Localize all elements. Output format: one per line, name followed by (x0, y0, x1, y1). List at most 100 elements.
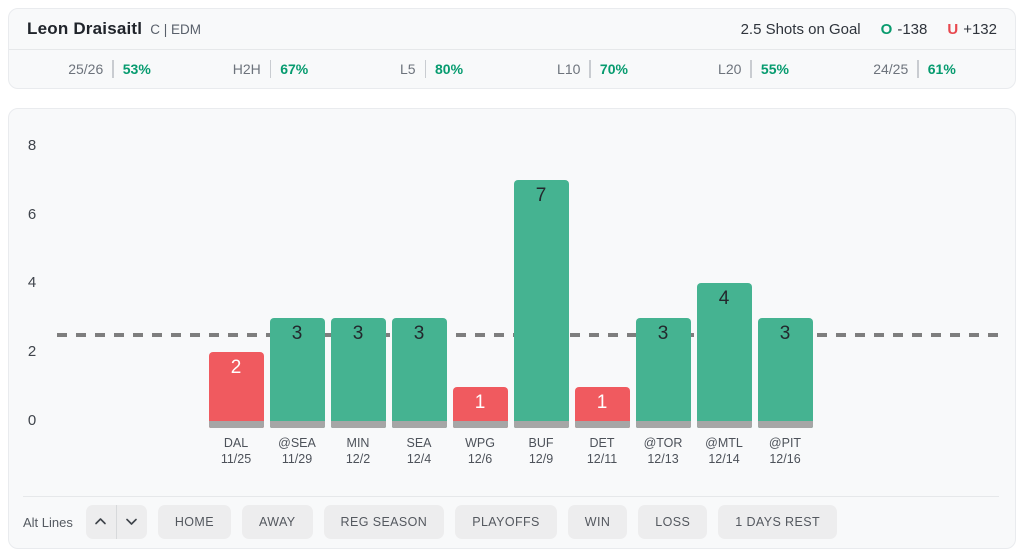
y-axis-tick-4: 4 (27, 274, 37, 292)
stat-separator (917, 60, 919, 78)
game-bar-at-mtl[interactable]: 4 (696, 283, 752, 428)
opponent-label: SEA (406, 436, 432, 450)
game-bar-buf[interactable]: 7 (513, 180, 569, 428)
filter-toolbar: Alt Lines HOME AWAY REG SEASON PLAYOFFS WIN L… (23, 505, 1001, 539)
game-bar-at-pit[interactable]: 3 (757, 317, 813, 428)
filter-button-win[interactable]: WIN (567, 505, 628, 539)
stepper-divider (115, 505, 117, 539)
stat-separator (269, 60, 272, 78)
bar-base-strip (513, 420, 569, 428)
stat-label: L10 (557, 61, 581, 77)
bar-base-strip (391, 420, 447, 428)
stat-label: 25/26 (68, 61, 104, 77)
game-bar-wpg[interactable]: 1 (452, 386, 508, 428)
over-odds-value: -138 (897, 20, 928, 38)
game-date-label: 12/16 (769, 452, 801, 466)
stat-label: L5 (399, 61, 416, 77)
stat-item-24-25: 24/25 61% (834, 60, 995, 78)
opponent-label: DAL (223, 436, 249, 450)
y-axis-tick-2: 2 (27, 343, 37, 361)
bar-base-strip (452, 420, 508, 428)
stat-separator (750, 60, 752, 78)
x-axis-label: @SEA 11/29 (267, 435, 328, 467)
bar-value-label: 3 (291, 322, 303, 344)
header-row: Leon Draisaitl C | EDM 2.5 Shots on Goal… (9, 9, 1015, 49)
filter-button-loss[interactable]: LOSS (638, 505, 708, 539)
stat-label: 24/25 (873, 61, 909, 77)
chevron-up-icon (94, 513, 107, 531)
x-axis-label: @MTL 12/14 (694, 435, 755, 467)
stat-label: H2H (232, 61, 261, 77)
filter-button-home[interactable]: HOME (157, 505, 231, 539)
game-date-label: 12/6 (467, 452, 493, 466)
bar-value-label: 7 (535, 185, 547, 207)
x-axis-label: @TOR 12/13 (633, 435, 694, 467)
game-bar-sea[interactable]: 3 (391, 317, 447, 428)
footer-divider (23, 496, 999, 497)
bar-base-strip (635, 420, 691, 428)
game-date-label: 12/13 (647, 452, 679, 466)
filter-button-1-days-rest[interactable]: 1 DAYS REST (718, 505, 837, 539)
stat-item-l10: L10 70% (512, 60, 673, 78)
over-icon: O (880, 20, 893, 38)
bar-value-label: 3 (657, 322, 669, 344)
chevron-down-icon (125, 513, 138, 531)
opponent-label: DET (589, 436, 615, 450)
stats-row: 25/26 53% H2H 67% L5 80% L10 70% L20 55% 24/25 61% (9, 50, 1015, 88)
filter-button-playoffs[interactable]: PLAYOFFS (455, 505, 557, 539)
game-bar-min[interactable]: 3 (330, 317, 386, 428)
under-odds-button[interactable]: U +132 (947, 21, 997, 38)
game-date-label: 11/25 (220, 452, 252, 466)
filter-button-reg-season[interactable]: REG SEASON (323, 505, 445, 539)
x-axis-label: WPG 12/6 (450, 435, 511, 467)
game-date-label: 11/29 (281, 452, 313, 466)
bar-value-label: 4 (718, 288, 730, 310)
x-axis-label: @PIT 12/16 (755, 435, 816, 467)
x-axis-label: DET 12/11 (572, 435, 633, 467)
bar-base-strip (208, 420, 264, 428)
stat-separator (589, 60, 591, 78)
over-odds-button[interactable]: O -138 (881, 21, 928, 38)
stat-item-h2h: H2H 67% (190, 60, 351, 78)
bar-base-strip (696, 420, 752, 428)
y-axis-tick-0: 0 (27, 412, 37, 429)
x-axis-label: MIN 12/2 (328, 435, 389, 467)
game-bar-at-sea[interactable]: 3 (269, 317, 325, 428)
opponent-label: WPG (465, 436, 495, 450)
bar-value-label: 1 (474, 391, 486, 413)
alt-lines-label: Alt Lines (23, 514, 73, 530)
player-name: Leon Draisaitl (27, 19, 143, 38)
game-bar-det[interactable]: 1 (574, 386, 630, 428)
stat-value: 55% (760, 61, 789, 77)
opponent-label: @SEA (278, 436, 316, 450)
bar-base-strip (330, 420, 386, 428)
opponent-label: @TOR (643, 436, 683, 450)
game-date-label: 12/4 (406, 452, 432, 466)
y-axis-tick-6: 6 (27, 205, 37, 223)
game-date-label: 12/2 (345, 452, 371, 466)
under-odds-value: +132 (963, 20, 997, 38)
bar-value-label: 2 (230, 357, 242, 379)
filter-button-away[interactable]: AWAY (241, 505, 313, 539)
line-down-button[interactable] (117, 505, 147, 539)
opponent-label: @MTL (705, 436, 743, 450)
bar-base-strip (574, 420, 630, 428)
alt-lines-stepper (85, 505, 147, 539)
stat-value: 70% (599, 61, 628, 77)
x-axis-label: BUF 12/9 (511, 435, 572, 467)
opponent-label: @PIT (768, 436, 802, 450)
game-bar-at-tor[interactable]: 3 (635, 317, 691, 428)
stat-value: 67% (280, 61, 309, 77)
game-date-label: 12/14 (708, 452, 740, 466)
stat-value: 61% (927, 61, 956, 77)
stat-value: 53% (122, 61, 151, 77)
line-up-button[interactable] (86, 505, 116, 539)
bar-value-label: 3 (413, 322, 425, 344)
under-icon: U (947, 20, 959, 38)
bar-value-label: 3 (352, 322, 364, 344)
game-bar-dal[interactable]: 2 (208, 352, 264, 428)
stat-separator (112, 60, 114, 78)
bar-base-strip (269, 420, 325, 428)
header-divider (9, 49, 1015, 50)
x-axis-label: DAL 11/25 (206, 435, 267, 467)
